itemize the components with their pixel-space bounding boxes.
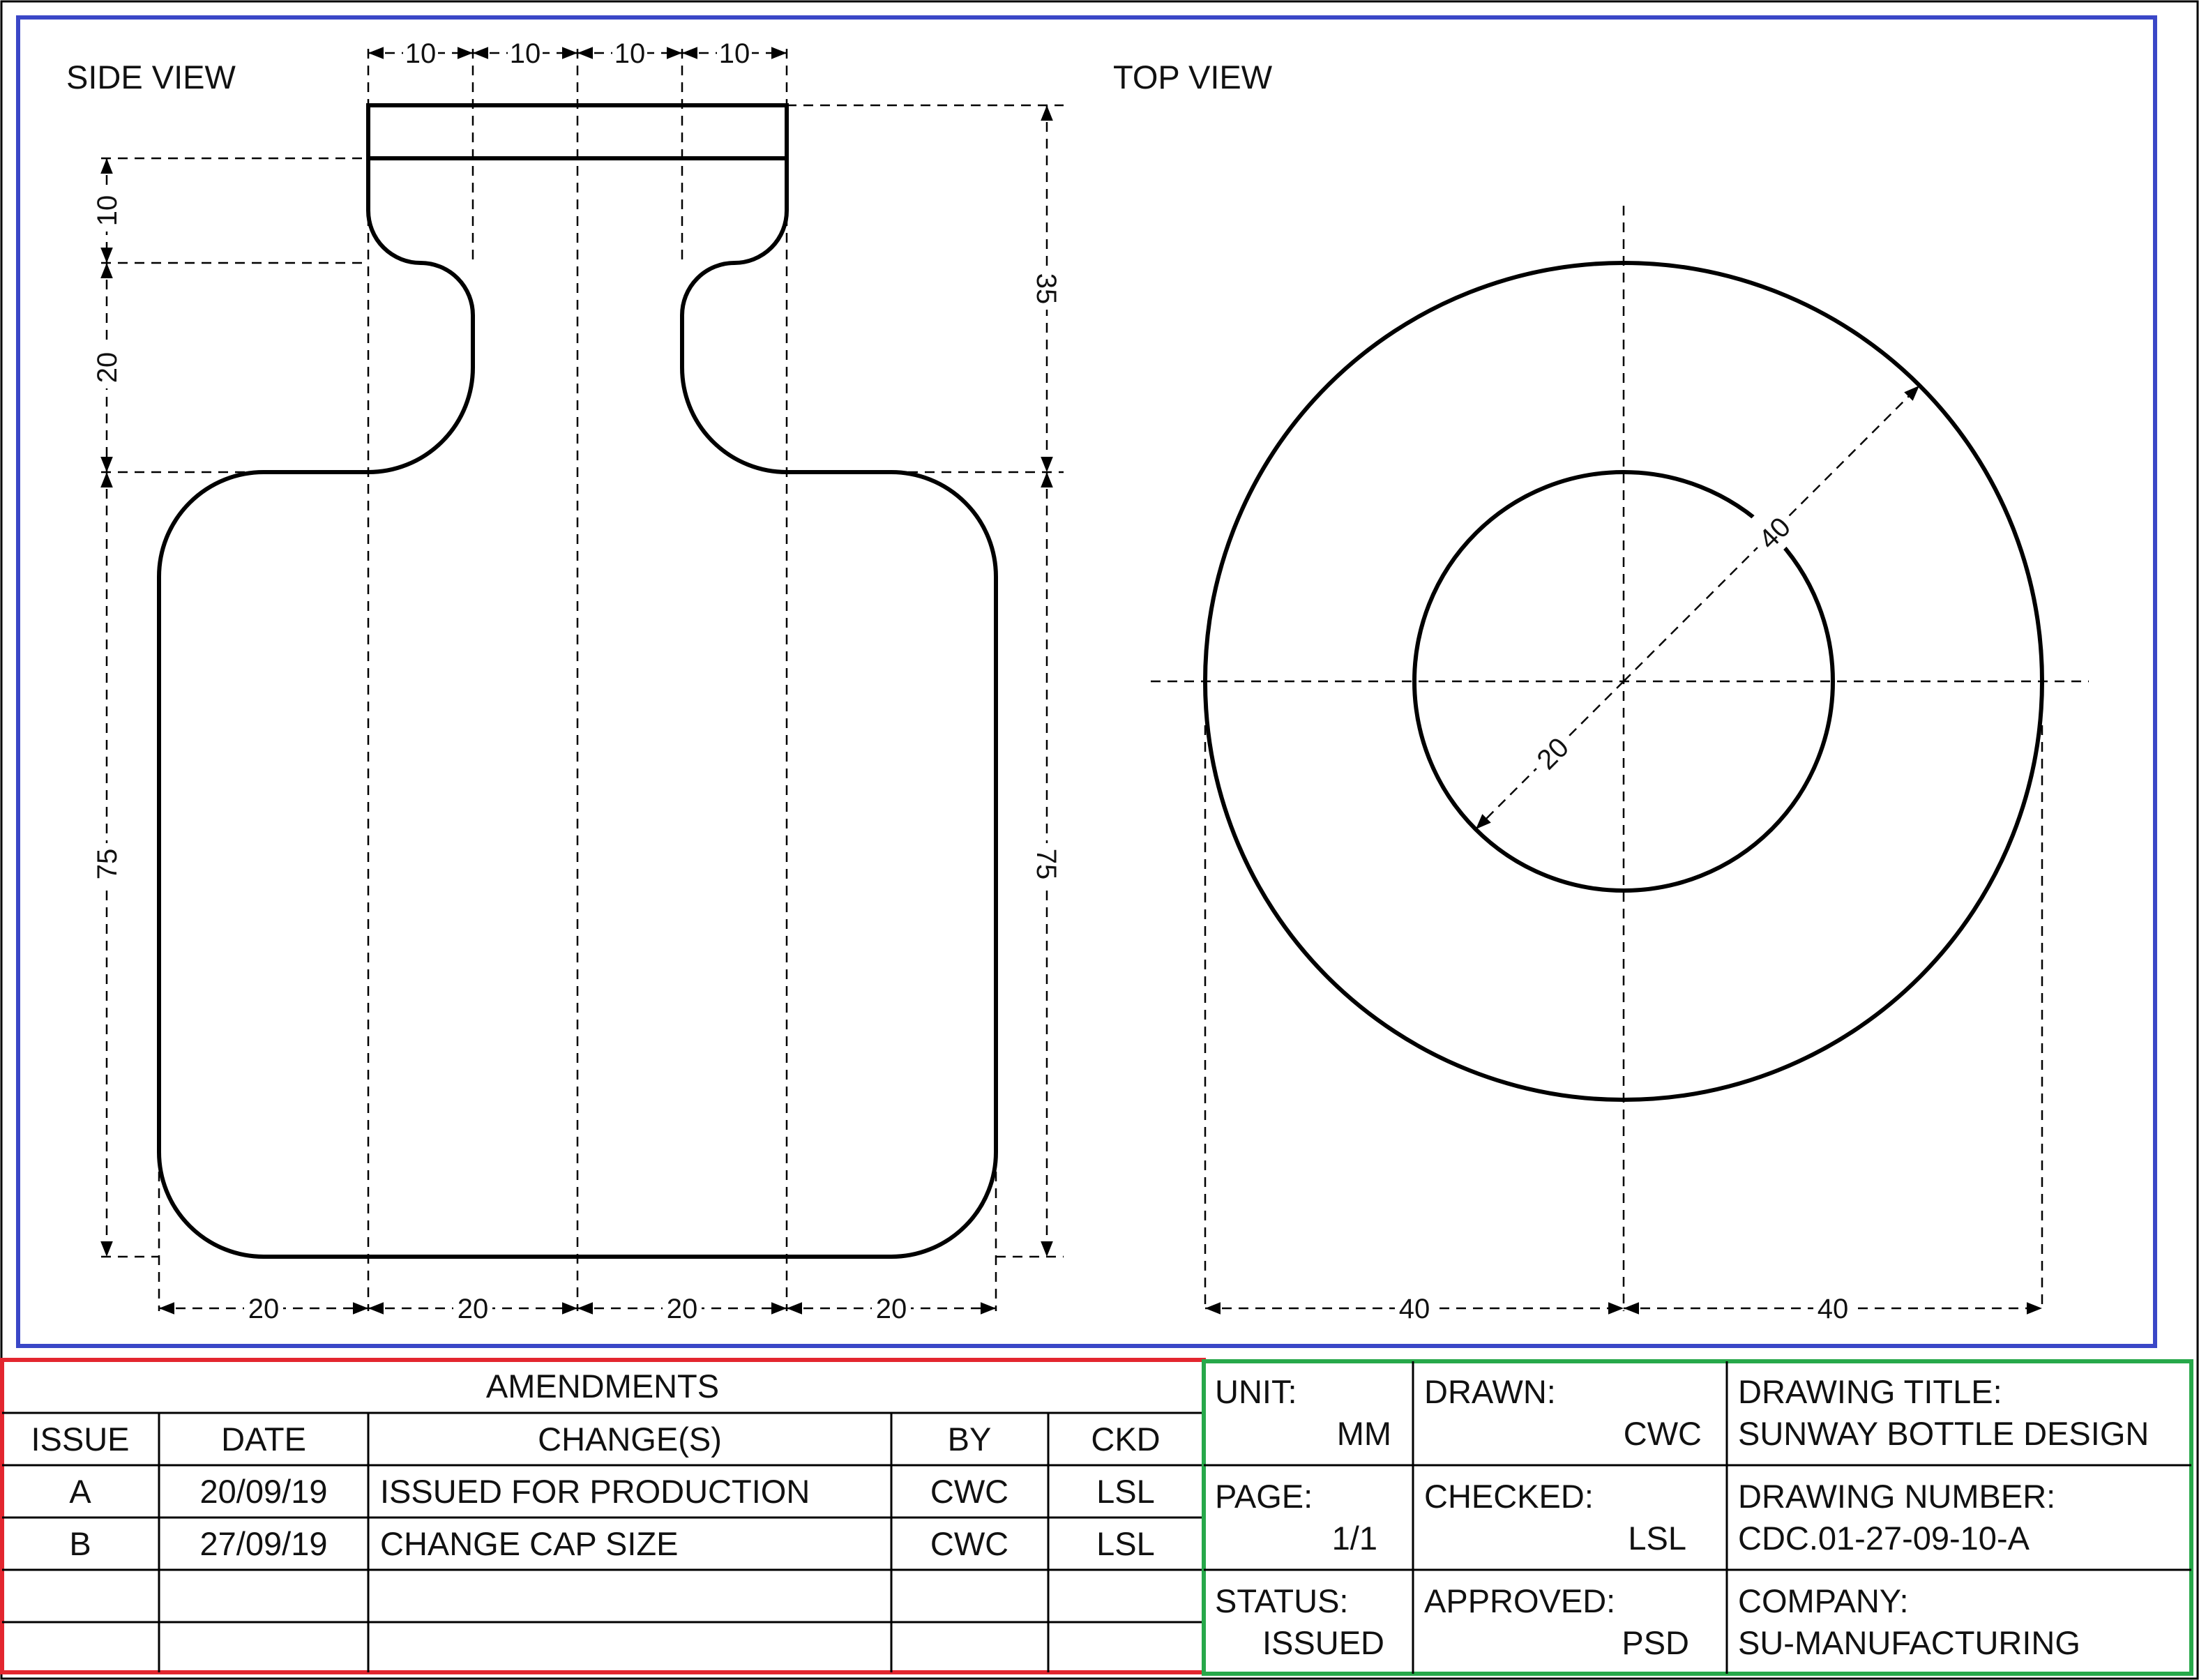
row-b-by: CWC: [930, 1525, 1008, 1562]
amendments-frame: [0, 1358, 1206, 1674]
header-changes: CHANGE(S): [538, 1421, 722, 1458]
checked-value: LSL: [1628, 1520, 1686, 1557]
row-a-by: CWC: [930, 1473, 1008, 1510]
row-b-change: CHANGE CAP SIZE: [380, 1525, 678, 1562]
title-block-frame: [1202, 1359, 2193, 1676]
title-block: UNIT: MM DRAWN: CWC DRAWING TITLE: SUNWA…: [1202, 1359, 2193, 1676]
drawing-number-value: CDC.01-27-09-10-A: [1738, 1520, 2030, 1557]
dim-right-top: 35: [1031, 273, 1061, 305]
drawn-label: DRAWN:: [1424, 1373, 1556, 1410]
dim-top-1: 10: [405, 38, 437, 69]
dim-left-neck: 20: [92, 352, 123, 384]
header-by: BY: [948, 1421, 992, 1458]
side-view-label: SIDE VIEW: [66, 59, 236, 96]
inner-circle: [1412, 470, 1835, 893]
amendments-table: AMENDMENTS ISSUE DATE CHANGE(S) BY CKD A…: [0, 1358, 1206, 1674]
dim-bottom-4: 20: [876, 1294, 907, 1324]
side-left-dimensions: 10 20 75: [91, 158, 123, 1257]
status-value: ISSUED: [1262, 1624, 1384, 1661]
dim-top-view-right: 40: [1818, 1294, 1849, 1324]
header-ckd: CKD: [1091, 1421, 1160, 1458]
drawing-number-label: DRAWING NUMBER:: [1738, 1478, 2055, 1515]
unit-value: MM: [1337, 1415, 1391, 1452]
company-label: COMPANY:: [1738, 1582, 1909, 1619]
dim-left-body: 75: [92, 849, 123, 880]
checked-label: CHECKED:: [1424, 1478, 1594, 1515]
dim-bottom-1: 20: [248, 1294, 280, 1324]
top-view: 40 20 40 40: [1151, 206, 2089, 1324]
drawn-value: CWC: [1624, 1415, 1702, 1452]
approved-value: PSD: [1622, 1624, 1689, 1661]
row-b-ckd: LSL: [1096, 1525, 1155, 1562]
row-b-issue: B: [69, 1525, 91, 1562]
page-value: 1/1: [1332, 1520, 1377, 1557]
row-a-change: ISSUED FOR PRODUCTION: [380, 1473, 810, 1510]
outer-circle: [1203, 261, 2044, 1102]
unit-label: UNIT:: [1215, 1373, 1297, 1410]
approved-label: APPROVED:: [1424, 1582, 1615, 1619]
header-issue: ISSUE: [31, 1421, 129, 1458]
side-view-bottle: [157, 103, 998, 1259]
side-top-dimensions: 10 10 10 10: [368, 36, 787, 69]
status-label: STATUS:: [1215, 1582, 1349, 1619]
row-a-ckd: LSL: [1096, 1473, 1155, 1510]
company-value: SU-MANUFACTURING: [1738, 1624, 2080, 1661]
side-bottom-dimensions: 20 20 20 20: [159, 1292, 996, 1324]
page-label: PAGE:: [1215, 1478, 1313, 1515]
dim-left-cap: 10: [92, 195, 123, 227]
dim-bottom-2: 20: [458, 1294, 489, 1324]
side-view-construction-lines: [101, 49, 1064, 1311]
dim-top-3: 10: [614, 38, 646, 69]
dim-bottom-3: 20: [667, 1294, 698, 1324]
drawing-title-value: SUNWAY BOTTLE DESIGN: [1738, 1415, 2149, 1452]
side-right-dimensions: 35 75: [1031, 105, 1062, 1257]
top-view-label: TOP VIEW: [1113, 59, 1273, 96]
row-a-date: 20/09/19: [200, 1473, 328, 1510]
dim-top-2: 10: [510, 38, 541, 69]
header-date: DATE: [221, 1421, 306, 1458]
drawing-title-label: DRAWING TITLE:: [1738, 1373, 2002, 1410]
row-a-issue: A: [69, 1473, 91, 1510]
dim-right-body: 75: [1031, 849, 1061, 880]
dim-top-4: 10: [719, 38, 750, 69]
row-b-date: 27/09/19: [200, 1525, 328, 1562]
amendments-title: AMENDMENTS: [486, 1368, 719, 1405]
drawing-frame: [16, 15, 2157, 1348]
dim-top-view-left: 40: [1399, 1294, 1430, 1324]
